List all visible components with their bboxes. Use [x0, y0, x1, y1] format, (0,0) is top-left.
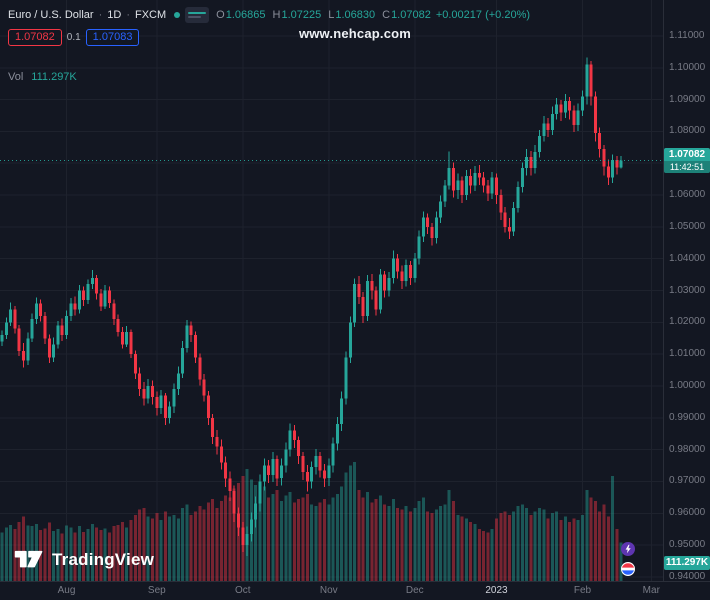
- high-value: 1.07225: [281, 8, 322, 21]
- price-tick-label: 1.02000: [669, 316, 706, 328]
- time-tick-label: Feb: [573, 585, 592, 596]
- time-tick-label: Dec: [405, 585, 424, 596]
- close-value: 1.07082: [391, 8, 431, 21]
- price-tick-label: 0.98000: [669, 443, 706, 455]
- lightning-icon[interactable]: [621, 542, 635, 556]
- high-label: H: [272, 8, 281, 21]
- legend: Euro / U.S. Dollar · 1D · FXCM O 1.06865…: [8, 6, 530, 85]
- price-tick-label: 1.06000: [669, 189, 706, 201]
- volume-axis-badge: 111.297K: [664, 556, 710, 570]
- price-axis[interactable]: 1.07082 11:42:51 111.297K 1.11000 1.10000…: [663, 0, 710, 582]
- time-tick-label: 2023: [485, 585, 508, 596]
- price-tick-label: 1.05000: [669, 220, 706, 232]
- tradingview-logo[interactable]: TradingView: [14, 549, 154, 570]
- current-price-badge: 1.07082 11:42:51: [664, 147, 710, 173]
- bid-ask-row: 1.07082 0.1 1.07083: [8, 29, 530, 46]
- price-chart-canvas[interactable]: [0, 0, 663, 582]
- price-tick-label: 1.00000: [669, 379, 706, 391]
- symbol-info-row: Euro / U.S. Dollar · 1D · FXCM O 1.06865…: [8, 6, 530, 23]
- high-readout: H 1.07225: [273, 9, 322, 21]
- price-tick-label: 0.95000: [669, 539, 706, 551]
- symbol-title-button[interactable]: Euro / U.S. Dollar · 1D · FXCM: [8, 9, 166, 21]
- volume-value: 111.297K: [31, 70, 77, 83]
- price-tick-label: 0.96000: [669, 507, 706, 519]
- interval-label[interactable]: 1D: [107, 8, 122, 21]
- time-tick-label: Aug: [57, 585, 76, 596]
- price-tick-label: 1.01000: [669, 348, 706, 360]
- price-tick-label: 0.94000: [669, 570, 706, 582]
- market-status-icon: [174, 11, 181, 18]
- bar-countdown: 11:42:51: [664, 160, 710, 173]
- open-label: O: [216, 8, 225, 21]
- tradingview-logo-text: TradingView: [52, 549, 155, 569]
- price-tick-label: 1.10000: [669, 61, 706, 73]
- price-tick-label: 1.03000: [669, 284, 706, 296]
- broker-logo-icon[interactable]: [621, 562, 635, 576]
- corner-icons: [621, 542, 635, 576]
- open-value: 1.06865: [225, 8, 266, 21]
- buy-price-button[interactable]: 1.07083: [85, 29, 140, 46]
- change-value: +0.00217 (+0.20%): [435, 8, 531, 21]
- symbol-name: Euro / U.S. Dollar: [8, 8, 94, 21]
- price-tick-label: 0.99000: [669, 411, 706, 423]
- chart-pane[interactable]: TradingView: [0, 0, 663, 582]
- time-axis[interactable]: Aug Sep Oct Nov Dec 2023 Feb Mar: [0, 581, 710, 600]
- time-tick-label: Sep: [147, 585, 166, 596]
- sell-price-button[interactable]: 1.07082: [8, 29, 62, 46]
- price-tick-label: 0.97000: [669, 475, 706, 487]
- close-readout: C 1.07082: [382, 9, 431, 21]
- price-tick-label: 1.04000: [669, 252, 706, 264]
- time-tick-label: Mar: [642, 585, 660, 596]
- current-price-value: 1.07082: [668, 148, 706, 160]
- price-tick-label: 1.11000: [669, 29, 705, 41]
- price-tick-label: 1.09000: [669, 93, 706, 105]
- close-label: C: [382, 8, 391, 21]
- legend-source-toggle-icon[interactable]: [185, 6, 210, 23]
- low-label: L: [328, 8, 335, 21]
- low-value: 1.06830: [335, 8, 376, 21]
- volume-label: Vol: [8, 70, 24, 83]
- time-tick-label: Nov: [319, 585, 338, 596]
- price-tick-label: 1.08000: [669, 125, 706, 137]
- watermark: www.nehcap.com: [298, 26, 412, 41]
- open-readout: O 1.06865: [216, 9, 265, 21]
- separator: ·: [98, 8, 103, 21]
- exchange-label: FXCM: [135, 8, 167, 21]
- tradingview-logo-icon: [14, 550, 43, 568]
- spread-value: 0.1: [66, 32, 81, 43]
- time-tick-label: Oct: [235, 585, 251, 596]
- low-readout: L 1.06830: [328, 9, 375, 21]
- separator: ·: [126, 8, 130, 21]
- volume-legend-row: Vol 111.297K: [8, 68, 530, 85]
